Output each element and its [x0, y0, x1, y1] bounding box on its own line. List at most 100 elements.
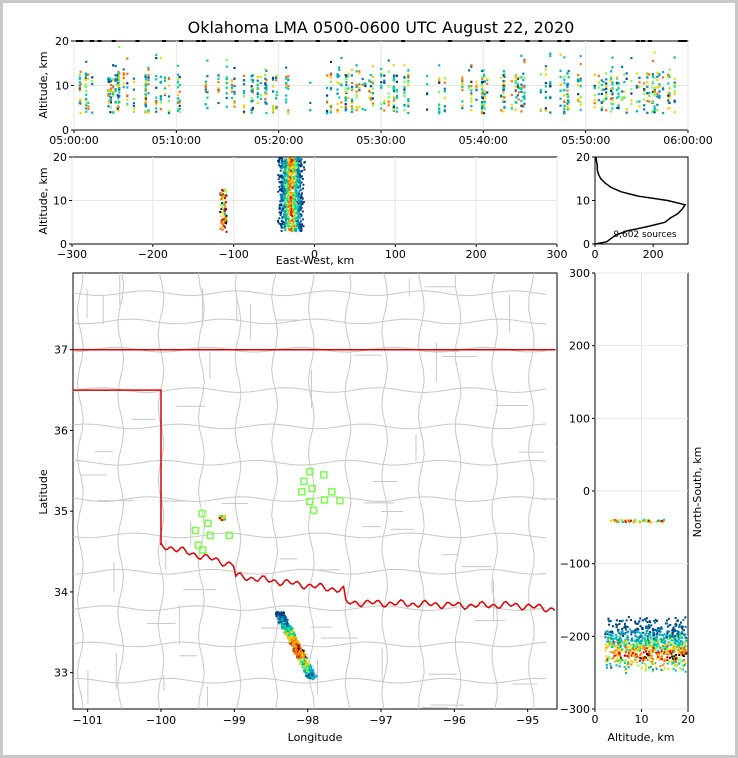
- ew-height-source: [283, 197, 286, 200]
- time-height-source: [347, 72, 350, 76]
- ns-height-source: [615, 637, 618, 640]
- ew-height-source: [292, 203, 295, 206]
- ns-height-source: [657, 642, 660, 645]
- ns-height-source: [605, 664, 608, 667]
- county-line: [73, 677, 547, 684]
- time-height-source: [667, 99, 670, 102]
- time-height-source: [371, 91, 375, 95]
- time-height-source: [579, 54, 582, 58]
- time-height-source: [461, 86, 464, 89]
- time-height-source: [579, 85, 582, 88]
- ns-height-source: [673, 655, 676, 658]
- time-height-source: [600, 92, 603, 96]
- ew-height-source: [282, 163, 285, 166]
- ns-height-source: [649, 652, 652, 655]
- time-height-source: [538, 40, 543, 42]
- time-height-source: [159, 81, 162, 84]
- ns-height-xtick: 0: [592, 713, 599, 726]
- ew-height-source: [301, 197, 304, 200]
- lma-station-marker: [309, 506, 318, 515]
- time-height-source: [566, 72, 569, 75]
- time-height-source: [251, 99, 254, 102]
- ns-height-source: [647, 519, 650, 522]
- ns-height-source: [638, 631, 641, 634]
- ew-height-source: [288, 183, 291, 186]
- ew-height-source: [292, 185, 295, 188]
- ew-height-source: [290, 179, 293, 182]
- lightning-source: [287, 630, 290, 633]
- ns-height-source: [659, 656, 662, 659]
- ns-height-source: [677, 631, 680, 634]
- ns-height-source: [634, 659, 637, 662]
- time-height-source: [403, 88, 406, 91]
- time-height-source: [673, 85, 676, 88]
- lightning-source: [292, 631, 295, 634]
- ew-height-source: [294, 171, 297, 174]
- ew-height-source: [221, 202, 224, 205]
- ns-height-source: [615, 654, 618, 657]
- time-height-source: [651, 60, 655, 63]
- ns-height-source: [680, 649, 683, 652]
- ns-height-source: [616, 624, 619, 627]
- ns-height-source: [613, 641, 616, 644]
- ns-height-source: [675, 640, 678, 643]
- time-height-source: [656, 109, 659, 112]
- ew-height-source: [297, 195, 300, 198]
- ns-height-source: [646, 639, 649, 642]
- lightning-source: [293, 641, 296, 644]
- ns-height-source: [641, 619, 644, 622]
- lightning-source: [283, 622, 286, 625]
- ew-height-source: [285, 161, 288, 164]
- time-height-source: [486, 82, 489, 85]
- ew-height-source: [225, 220, 228, 223]
- ns-height-source: [675, 660, 678, 663]
- time-height-source: [271, 78, 275, 81]
- time-height-source: [483, 97, 486, 100]
- ew-height-source: [284, 196, 287, 199]
- ew-height-source: [283, 225, 286, 228]
- ew-height-source: [296, 174, 299, 177]
- time-height-source: [109, 99, 113, 102]
- ew-height-source: [220, 221, 223, 224]
- time-height-source: [265, 84, 268, 87]
- ns-height-source: [626, 638, 629, 641]
- ew-height-source: [297, 191, 300, 194]
- ns-height-source: [679, 651, 682, 654]
- ns-height-source: [680, 621, 683, 624]
- time-height-source: [112, 94, 115, 97]
- ew-height-source: [290, 204, 293, 207]
- time-height-source: [309, 81, 312, 84]
- ew-height-source: [294, 214, 297, 217]
- ns-height-source: [624, 648, 627, 651]
- ew-height-source: [285, 170, 288, 173]
- ns-height-source: [683, 645, 686, 648]
- time-height-source: [176, 81, 180, 84]
- county-line: [73, 459, 547, 466]
- ns-height-source: [671, 639, 674, 642]
- ew-height-source: [295, 220, 298, 223]
- ew-height-source: [286, 195, 289, 198]
- time-height-source: [392, 96, 395, 99]
- ns-height-source: [661, 639, 664, 642]
- time-height-source: [340, 84, 343, 87]
- lightning-source: [291, 644, 294, 647]
- lightning-source: [290, 627, 293, 630]
- ew-height-source: [282, 183, 285, 186]
- time-height-source: [122, 68, 125, 71]
- time-height-source: [114, 79, 117, 82]
- ns-height-source: [622, 659, 625, 662]
- ns-height-source: [657, 651, 660, 654]
- time-height-source: [380, 81, 383, 84]
- time-height-source: [109, 80, 113, 83]
- ns-height-source: [666, 656, 669, 659]
- ew-height-source: [281, 157, 284, 160]
- ns-height-source: [627, 663, 630, 666]
- ns-height-source: [681, 642, 684, 645]
- lightning-source: [300, 653, 303, 656]
- time-height-source: [502, 86, 505, 90]
- time-height-source: [480, 101, 484, 104]
- ew-height-source: [281, 161, 284, 164]
- lightning-source: [293, 632, 296, 635]
- lightning-source: [297, 645, 300, 648]
- lightning-source: [297, 647, 300, 650]
